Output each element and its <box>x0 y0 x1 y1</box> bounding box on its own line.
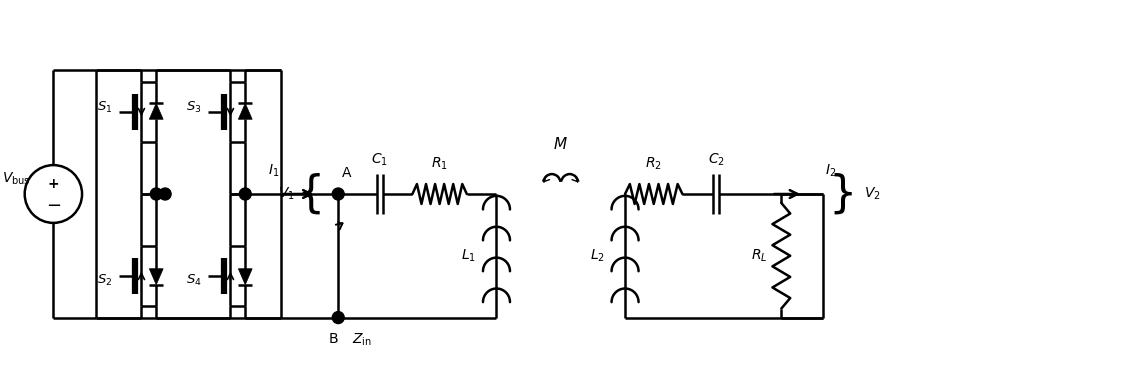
Text: $S_4$: $S_4$ <box>186 273 202 288</box>
Text: A: A <box>343 166 352 180</box>
Text: }: } <box>829 172 857 216</box>
Circle shape <box>332 188 344 200</box>
Circle shape <box>150 188 163 200</box>
Polygon shape <box>238 269 252 285</box>
Text: $C_2$: $C_2$ <box>707 152 724 168</box>
Circle shape <box>240 188 251 200</box>
Text: $Z_{\rm in}$: $Z_{\rm in}$ <box>352 332 372 348</box>
Text: $C_1$: $C_1$ <box>371 152 388 168</box>
Text: $V_1$: $V_1$ <box>278 186 296 202</box>
Polygon shape <box>149 103 163 119</box>
Text: $S_3$: $S_3$ <box>186 100 202 115</box>
Text: $L_1$: $L_1$ <box>462 248 477 264</box>
Circle shape <box>159 188 171 200</box>
Polygon shape <box>238 103 252 119</box>
Text: $V_{\rm bus}$: $V_{\rm bus}$ <box>1 171 30 187</box>
Text: −: − <box>46 197 61 215</box>
Text: $R_2$: $R_2$ <box>645 156 662 172</box>
Text: $S_1$: $S_1$ <box>97 100 112 115</box>
Circle shape <box>332 312 344 324</box>
Text: $L_2$: $L_2$ <box>590 248 605 264</box>
Text: $R_1$: $R_1$ <box>431 156 448 172</box>
Polygon shape <box>149 269 163 285</box>
Text: $V_2$: $V_2$ <box>864 186 881 202</box>
Text: {: { <box>296 172 324 216</box>
Text: +: + <box>48 177 60 191</box>
Text: $I_1$: $I_1$ <box>268 163 280 179</box>
Text: $S_2$: $S_2$ <box>97 273 112 288</box>
Text: $M$: $M$ <box>554 136 568 152</box>
Text: B: B <box>329 332 338 346</box>
Text: $R_L$: $R_L$ <box>752 248 768 264</box>
Text: $I_2$: $I_2$ <box>825 163 837 179</box>
